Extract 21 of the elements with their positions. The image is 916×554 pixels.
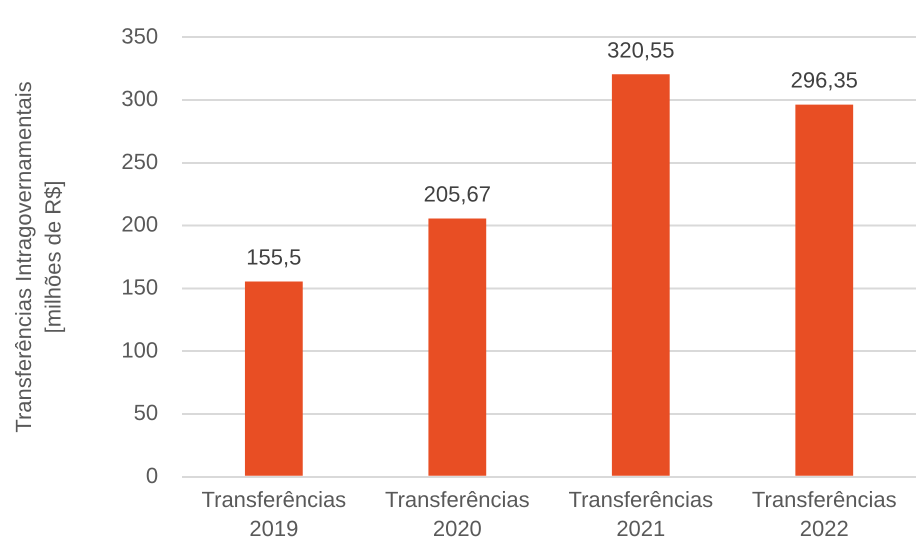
y-tick-label: 300: [121, 86, 158, 112]
y-tick-label: 100: [121, 337, 158, 362]
x-tick-label: Transferências 2020: [384, 487, 530, 541]
y-tick-label: 150: [121, 274, 158, 300]
y-tick-label: 350: [121, 23, 158, 48]
data-label: 205,67: [424, 182, 491, 207]
bar: [612, 74, 670, 476]
y-axis-title: Transferências Intragovernamentais [milhões de R$]: [10, 81, 66, 433]
data-label: 155,5: [246, 244, 302, 270]
data-label: 320,55: [607, 37, 674, 62]
bar: [795, 104, 854, 476]
x-tick-label: Transferências 2021: [568, 487, 714, 541]
bar: [428, 218, 486, 476]
y-tick-label: 250: [121, 148, 158, 174]
x-tick-label: Transferências 2019: [202, 487, 346, 541]
y-tick-label: 200: [121, 212, 158, 237]
y-tick-label: 50: [134, 400, 158, 426]
y-tick-label: 0: [146, 462, 158, 488]
data-label: 296,35: [790, 68, 858, 93]
bar: [244, 281, 303, 476]
x-tick-label: Transferências 2022: [752, 487, 897, 541]
